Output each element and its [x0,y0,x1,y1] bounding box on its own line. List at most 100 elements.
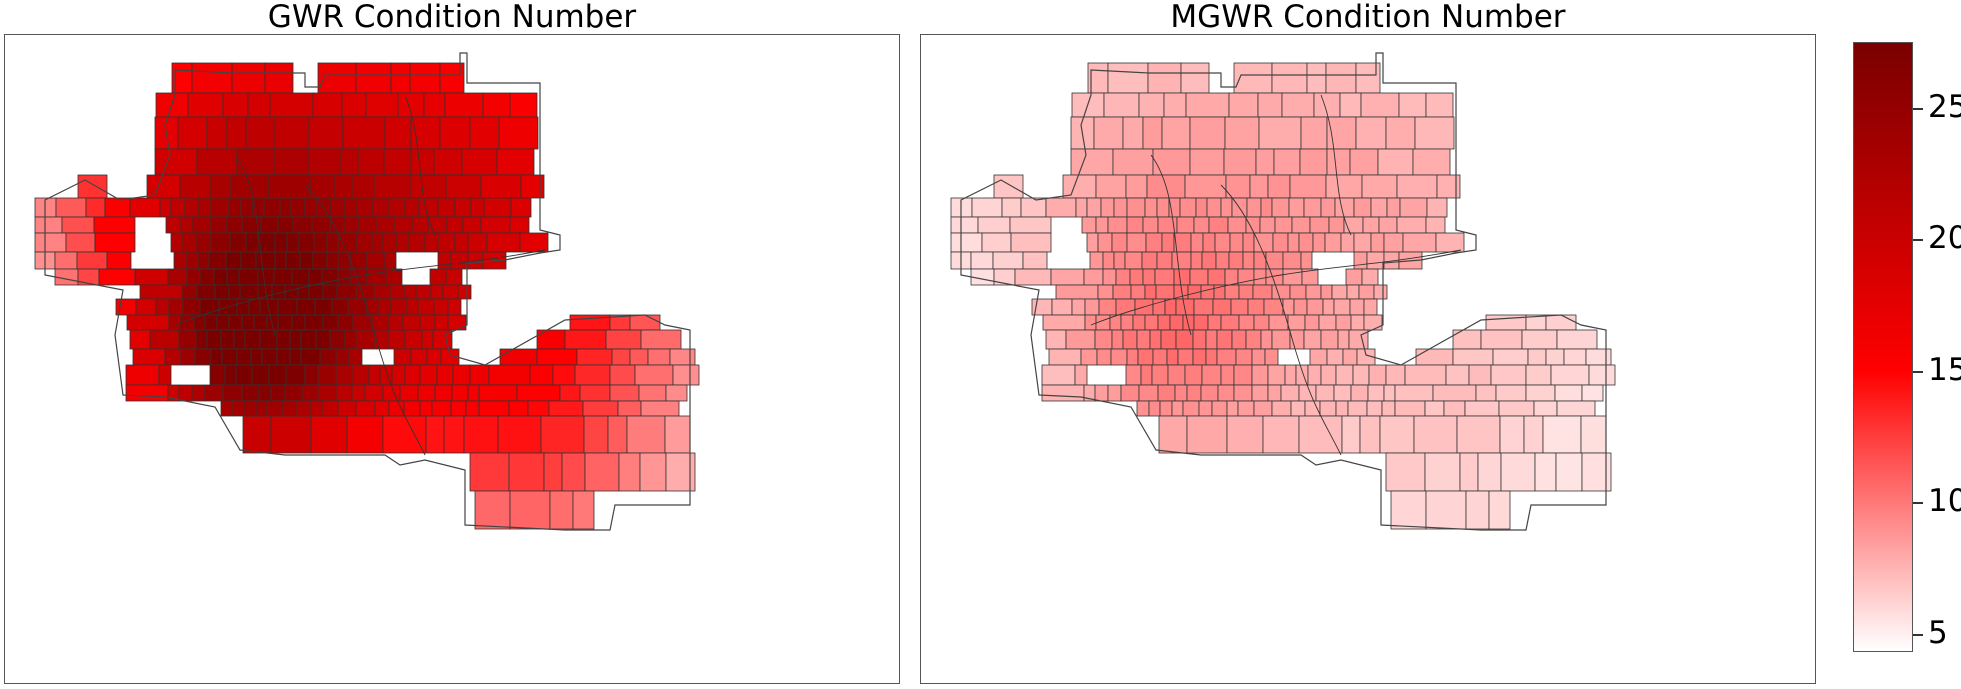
tract-polygon [1355,116,1387,150]
tract-polygon [457,284,472,300]
tract-polygon [326,251,339,270]
tract-polygon [1177,348,1194,366]
tract-polygon [1525,384,1556,402]
tract-polygon [391,364,406,386]
tract-polygon [329,329,346,350]
tract-polygon [1550,364,1590,386]
tract-polygon [351,384,366,402]
tract-polygon [1320,364,1337,386]
tract-polygon [1360,92,1400,118]
tract-polygon [1298,384,1317,402]
tract-polygon [371,314,390,331]
tract-polygon [1094,329,1113,350]
tract-polygon [220,400,234,417]
tract-polygon [1238,284,1254,300]
tract-polygon [1126,232,1147,253]
tract-polygon [1404,364,1447,386]
tract-polygon [384,116,412,150]
tract-polygon [292,216,313,234]
tract-polygon [1271,284,1291,300]
tract-polygon [1290,400,1306,417]
tract-polygon [1459,452,1479,492]
tract-polygon [1289,174,1327,199]
study-area-boundary [44,52,691,531]
tract-polygon [574,364,611,386]
tract-polygon [335,364,353,386]
tract-polygon [1436,174,1461,199]
tract-polygon [1414,116,1455,150]
tract-polygon [1271,62,1308,94]
tract-polygon [184,197,199,218]
tract-polygon [433,148,463,176]
tract-polygon [1358,284,1375,300]
tract-polygon [1245,329,1262,350]
tract-polygon [396,232,410,253]
tract-polygon [1233,364,1253,386]
tract-polygon [480,216,511,234]
tract-polygon [1171,400,1184,417]
tract-polygon [1111,232,1128,253]
tract-polygon [1149,329,1162,350]
tract-polygon [213,268,228,286]
tract-polygon [1361,268,1379,286]
tract-polygon [1093,116,1124,150]
tract-polygon [1588,364,1616,386]
tract-polygon [206,116,228,150]
tract-polygon [1274,216,1293,234]
tract-polygon [548,400,584,417]
tract-polygon [1268,314,1289,331]
tract-polygon [387,197,406,218]
tract-polygon [446,216,464,234]
tract-polygon [178,329,197,350]
tract-polygon [322,314,339,331]
tract-polygon [388,400,405,417]
tract-polygon [1490,364,1527,386]
tract-polygon [85,197,106,218]
tract-polygon [469,364,490,386]
tract-polygon [263,197,281,218]
tract-polygon [1349,298,1365,316]
tract-polygon [1173,268,1191,286]
tract-polygon [1303,329,1322,350]
tract-polygon [229,232,247,253]
tract-polygon [970,251,994,270]
tract-polygon [529,364,554,386]
tract-polygon [1545,314,1577,331]
tract-polygon [1144,197,1158,218]
tract-polygon [1299,148,1328,176]
tract-polygon [1452,348,1494,366]
tract-polygon [222,384,243,402]
tract-polygon [1180,62,1210,94]
tract-polygon [1045,329,1067,350]
tract-boundary-line [1090,249,1462,326]
tract-polygon [268,364,287,386]
tract-polygon [300,329,317,350]
tract-polygon [1100,197,1115,218]
tract-polygon [1556,400,1596,417]
tract-polygon [445,174,482,199]
tract-polygon [317,384,337,402]
tract-polygon [429,268,447,286]
tract-polygon [356,232,373,253]
tract-polygon [173,251,188,270]
tract-polygon [434,384,453,402]
tract-polygon [404,284,417,300]
tract-polygon [406,298,419,316]
tract-polygon [1192,348,1207,366]
tract-polygon [1051,298,1073,316]
tract-polygon [1201,251,1217,270]
tract-polygon [1335,364,1354,386]
tract-polygon [304,197,317,218]
tract-polygon [149,329,180,350]
tract-polygon [1425,92,1454,118]
tract-polygon [1312,232,1326,253]
tract-polygon [366,268,387,286]
tract-polygon [629,348,649,366]
tract-polygon [1220,197,1233,218]
tract-polygon [277,216,294,234]
tract-polygon [308,116,344,150]
tract-polygon [1171,251,1192,270]
tract-polygon [1195,197,1208,218]
tract-polygon [1142,268,1156,286]
gwr-panel-title: GWR Condition Number [267,0,637,35]
